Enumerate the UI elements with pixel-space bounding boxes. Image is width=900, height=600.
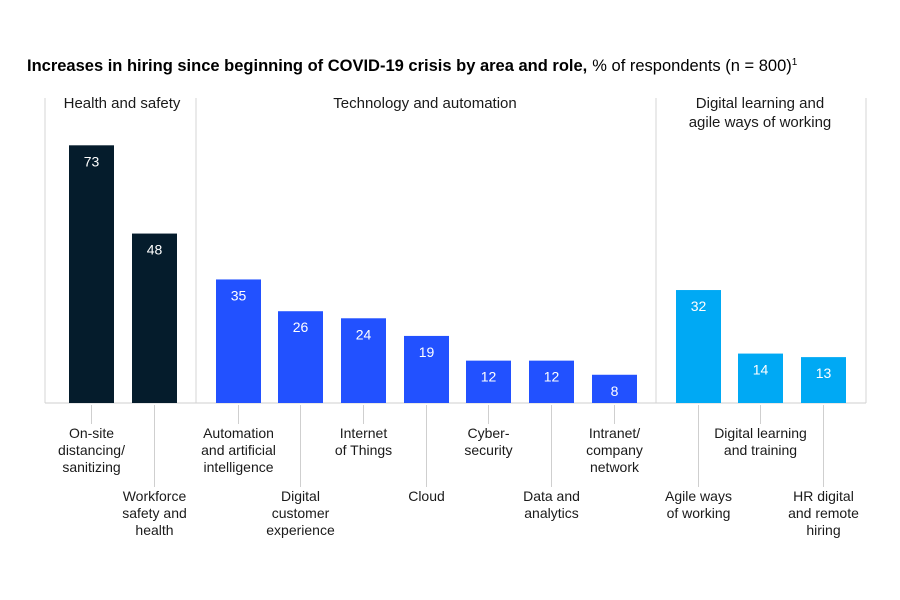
category-label: Workforce safety and health xyxy=(122,488,187,538)
bar-value-label: 48 xyxy=(147,242,163,258)
bar-value-label: 35 xyxy=(231,287,247,303)
category-label: Internet of Things xyxy=(335,425,392,458)
bar-value-label: 12 xyxy=(481,369,497,385)
bar xyxy=(529,360,574,403)
bar xyxy=(341,318,386,403)
chart-title: Increases in hiring since beginning of C… xyxy=(27,57,798,75)
bar xyxy=(69,145,114,403)
category-label: Agile ways of working xyxy=(665,488,732,521)
group-label: Technology and automation xyxy=(333,95,516,112)
bar xyxy=(278,311,323,403)
bar-value-label: 24 xyxy=(356,326,372,342)
bar xyxy=(466,360,511,403)
chart-subtitle: % of respondents (n = 800) xyxy=(592,57,792,75)
bar-value-label: 8 xyxy=(611,383,619,399)
bar xyxy=(132,233,177,403)
category-label: On-site distancing/sanitizing xyxy=(58,425,125,475)
group-label: Health and safety xyxy=(64,95,181,112)
bar xyxy=(738,353,783,403)
category-label: Cyber-security xyxy=(464,425,512,458)
category-label: Digital customer experience xyxy=(266,488,335,538)
bar-value-label: 26 xyxy=(293,319,309,335)
bar xyxy=(216,279,261,403)
bar-value-label: 73 xyxy=(84,153,100,169)
chart-title-main: Increases in hiring since beginning of C… xyxy=(27,57,587,75)
bar xyxy=(676,290,721,403)
bar-value-label: 14 xyxy=(753,362,769,378)
bar-value-label: 19 xyxy=(419,344,435,360)
bar-value-label: 12 xyxy=(544,369,560,385)
category-label: Digital learning and training xyxy=(714,425,807,458)
bar xyxy=(404,335,449,403)
category-label: Intranet/company network xyxy=(586,425,643,475)
bar xyxy=(592,374,637,403)
footnote-marker: 1 xyxy=(792,57,798,68)
bar xyxy=(801,357,846,403)
bar-value-label: 13 xyxy=(816,365,832,381)
category-label: Data and analytics xyxy=(523,488,580,521)
bar-value-label: 32 xyxy=(691,298,707,314)
category-label: Cloud xyxy=(408,488,445,504)
category-label: HR digital and remote hiring xyxy=(788,488,859,538)
chart-plot-area: Health and safety 73 On-site distancing/san… xyxy=(44,95,867,538)
group-label: Digital learning and agile ways of workin… xyxy=(689,95,832,131)
category-label: Automation and artificial intelligence xyxy=(201,425,276,475)
